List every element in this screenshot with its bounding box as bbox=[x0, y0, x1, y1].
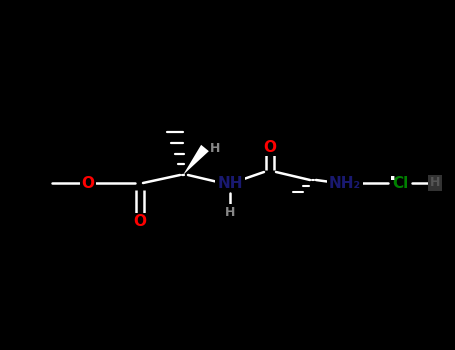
Polygon shape bbox=[183, 145, 209, 175]
Text: O: O bbox=[133, 215, 147, 230]
Text: Cl: Cl bbox=[392, 175, 408, 190]
Text: O: O bbox=[263, 140, 277, 154]
Text: H: H bbox=[210, 141, 220, 154]
Text: H: H bbox=[225, 205, 235, 218]
Text: NH₂: NH₂ bbox=[329, 175, 361, 190]
Text: O: O bbox=[81, 175, 95, 190]
Text: ·: · bbox=[389, 170, 397, 189]
Text: H: H bbox=[430, 176, 440, 189]
Text: NH: NH bbox=[217, 175, 243, 190]
